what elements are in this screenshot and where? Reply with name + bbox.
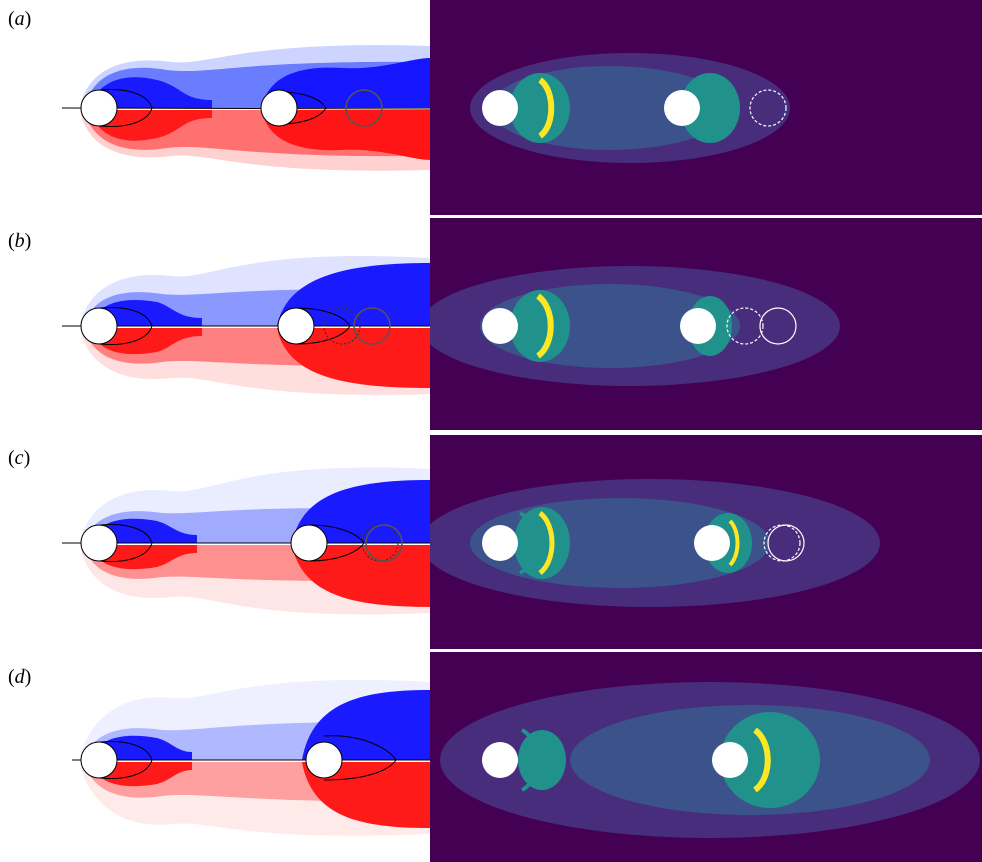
field-plot-d <box>430 652 982 862</box>
panel-label-b: (b) <box>8 230 32 252</box>
vorticity-plot-a <box>62 0 430 215</box>
vorticity-plot-c <box>62 435 430 649</box>
panel-a: (a) <box>0 0 982 215</box>
vorticity-plot-b <box>62 218 430 430</box>
panel-label-a: (a) <box>8 8 32 30</box>
panel-d: (d) <box>0 652 982 862</box>
panel-label-c: (c) <box>8 447 31 469</box>
panel-c: (c) <box>0 435 982 649</box>
panel-b: (b) <box>0 218 982 430</box>
panel-label-d: (d) <box>8 666 32 688</box>
vorticity-plot-d <box>62 652 430 862</box>
field-plot-b <box>430 218 982 430</box>
field-plot-c <box>430 435 982 649</box>
field-plot-a <box>430 0 982 215</box>
